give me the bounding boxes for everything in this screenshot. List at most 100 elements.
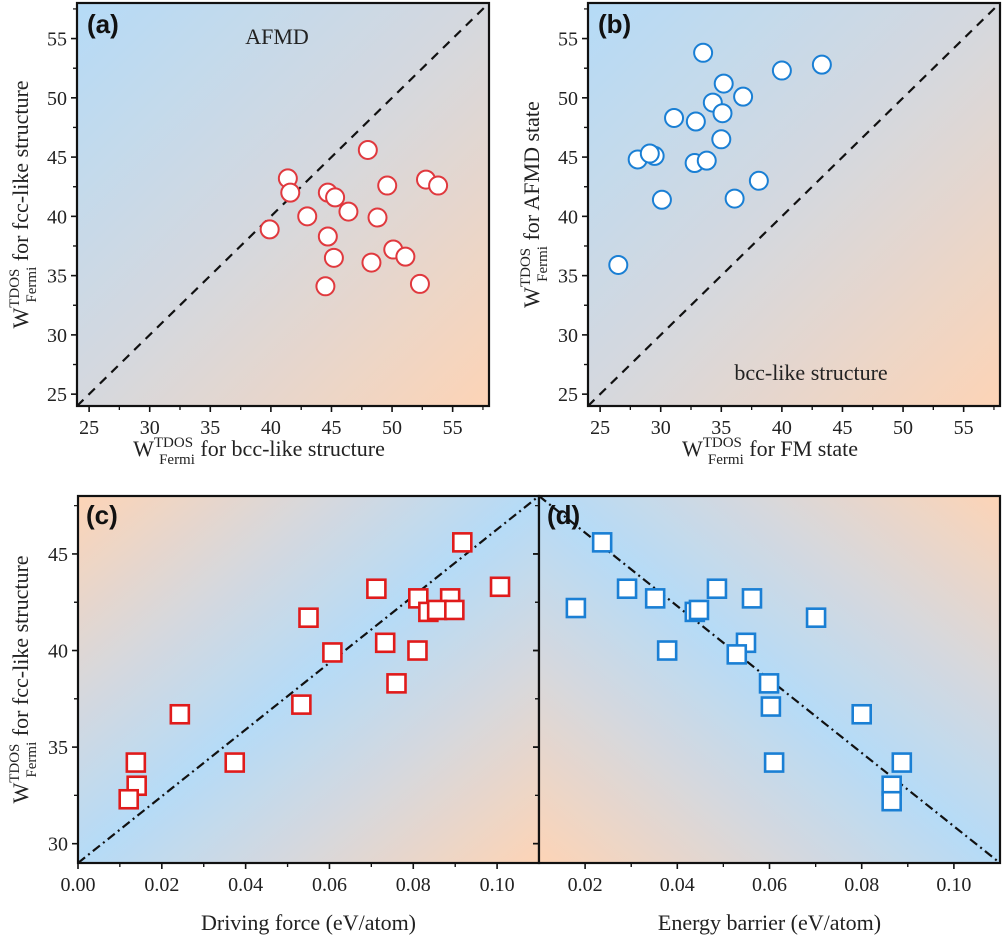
data-series — [259, 139, 449, 297]
x-tick-label: 50 — [893, 417, 913, 439]
data-point — [367, 207, 388, 228]
data-point — [771, 60, 792, 81]
data-point — [125, 752, 147, 773]
y-tick-label: 40 — [48, 641, 68, 663]
y-tick-label: 25 — [47, 384, 67, 406]
axis-title-subscript: Fermi — [535, 246, 551, 282]
data-point — [712, 103, 733, 124]
axis-title-superscript: TDOS — [703, 435, 742, 451]
data-point — [428, 175, 449, 196]
data-point — [489, 576, 511, 598]
diagonal-reference-line — [77, 3, 489, 406]
data-point — [726, 644, 748, 665]
diagonal-reference-line — [588, 3, 1000, 406]
axis-title-text: for fcc-like structure — [8, 555, 33, 741]
y-tick-label: 30 — [47, 325, 67, 347]
x-tick-label: 0.06 — [312, 874, 347, 896]
x-tick-label: 45 — [832, 417, 852, 439]
axis-title-superscript: TDOS — [7, 744, 23, 783]
y-tick-label: 50 — [47, 88, 67, 110]
data-point — [315, 276, 336, 297]
data-point — [881, 790, 902, 812]
data-point — [426, 599, 448, 621]
y-tick-label: 45 — [558, 147, 578, 169]
x-axis-title: Energy barrier (eV/atom) — [658, 910, 881, 935]
data-point — [118, 788, 140, 810]
data-point — [565, 597, 587, 619]
y-tick-label: 45 — [47, 147, 67, 169]
x-tick-label: 0.02 — [144, 874, 179, 896]
panel-label: (a) — [87, 9, 119, 39]
data-point — [748, 170, 769, 191]
x-tick-label: 30 — [651, 417, 671, 439]
y-tick-label: 30 — [48, 834, 68, 856]
x-tick-label: 0.08 — [396, 874, 431, 896]
data-point — [741, 588, 763, 609]
plot-frame — [75, 1, 491, 408]
data-point — [763, 752, 785, 773]
x-tick-label: 40 — [772, 417, 792, 439]
y-tick-label: 25 — [558, 384, 578, 406]
data-point — [724, 188, 745, 209]
panel-b: 25 30 35 40 45 50 55 25 30 35 40 45 50 55 (b) bcc-like … — [518, 1, 1002, 468]
panel-annotation: bcc-like structure — [734, 360, 887, 385]
trend-line — [539, 496, 1000, 863]
data-point — [696, 150, 717, 171]
data-point — [259, 219, 280, 240]
data-point — [386, 673, 407, 694]
data-point — [685, 111, 706, 132]
data-point — [644, 588, 666, 609]
data-point — [444, 599, 465, 621]
data-point — [591, 532, 613, 553]
y-tick-label: 50 — [558, 88, 578, 110]
panel-annotation: AFMD — [245, 24, 309, 49]
axis-title-text: for bcc-like structure — [195, 436, 385, 461]
data-point — [409, 273, 430, 294]
y-axis-title: WTDOSFermi for fcc-like structure — [7, 555, 40, 803]
x-tick-label: 0.06 — [752, 874, 787, 896]
x-tick-label: 0.00 — [61, 874, 96, 896]
data-point — [608, 254, 629, 275]
axis-title-subscript: Fermi — [24, 267, 40, 303]
axis-title-symbol: W — [8, 308, 33, 329]
panel-c: 0.00 0.02 0.04 0.06 0.08 0.10 30 35 40 45 (c) Drivi… — [7, 494, 541, 935]
axis-title-text: for FM state — [744, 436, 858, 461]
x-tick-label: 35 — [711, 417, 731, 439]
axis-title-subscript: Fermi — [159, 452, 195, 468]
data-point — [361, 252, 382, 273]
panel-label: (b) — [598, 9, 631, 39]
x-tick-label: 0.04 — [228, 874, 263, 896]
y-tick-label: 35 — [558, 266, 578, 288]
x-tick-label: 25 — [79, 417, 99, 439]
axis-title-symbol: W — [519, 287, 544, 308]
data-point — [616, 578, 638, 600]
panel-d: 0.02 0.04 0.06 0.08 0.10 (d) Energy barrier (e… — [533, 494, 1002, 935]
x-tick-label: 0.10 — [480, 874, 515, 896]
data-point — [760, 696, 782, 717]
axis-title-superscript: TDOS — [7, 269, 23, 308]
data-series — [118, 532, 511, 810]
y-tick-label: 40 — [47, 206, 67, 228]
data-point — [711, 129, 732, 150]
data-point — [298, 607, 319, 628]
y-tick-label: 55 — [558, 29, 578, 51]
data-point — [317, 226, 338, 247]
axis-title-symbol: W — [8, 783, 33, 804]
data-point — [322, 642, 343, 663]
axis-title-text: for fcc-like structure — [8, 80, 33, 266]
x-tick-label: 55 — [954, 417, 974, 439]
x-tick-label: 55 — [443, 417, 463, 439]
x-tick-label: 40 — [261, 417, 281, 439]
data-point — [651, 189, 672, 210]
axis-title-symbol: W — [682, 436, 703, 461]
axis-title-superscript: TDOS — [154, 435, 193, 451]
data-point — [713, 73, 734, 94]
x-tick-label: 50 — [382, 417, 402, 439]
data-series — [565, 532, 913, 812]
data-point — [377, 175, 398, 196]
y-tick-label: 45 — [48, 544, 68, 566]
x-axis-title: Driving force (eV/atom) — [201, 910, 416, 935]
data-point — [366, 578, 387, 600]
data-point — [656, 640, 678, 661]
